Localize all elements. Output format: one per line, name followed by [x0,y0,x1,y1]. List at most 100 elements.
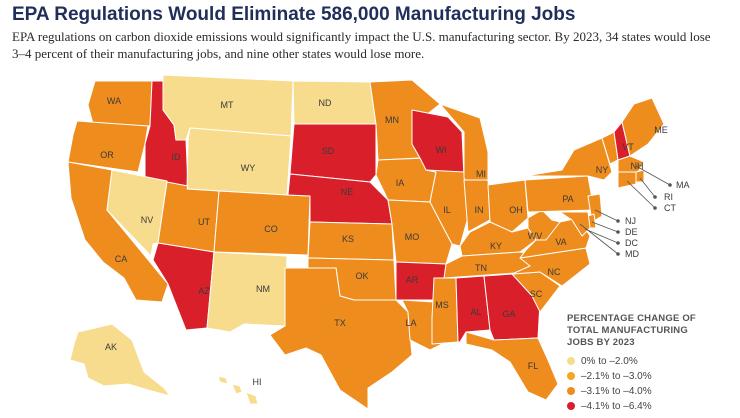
legend-title: PERCENTAGE CHANGE OF TOTAL MANUFACTURING… [567,313,737,349]
leader-dot-ma [668,183,672,187]
state-label-or: OR [100,150,114,160]
state-label-wv: WV [528,231,543,241]
state-sd [289,123,377,183]
state-label-ut: UT [198,217,210,227]
state-label-ri: RI [664,192,673,202]
state-label-ms: MS [435,300,449,310]
state-label-ky: KY [490,241,502,251]
state-label-ne: NE [341,187,354,197]
state-label-tn: TN [475,263,487,273]
state-or [67,120,149,173]
state-ms [431,277,459,345]
legend-item: 0% to –2.0% [567,354,737,368]
state-ma [617,155,645,173]
state-tx [269,267,413,410]
state-label-nc: NC [548,267,561,277]
state-label-mo: MO [405,232,420,242]
state-label-fl: FL [528,361,539,371]
map-subtitle: EPA regulations on carbon dioxide emissi… [12,29,711,61]
state-label-nh: NH [631,161,644,171]
state-md [559,211,591,237]
legend-item: –2.1% to –3.0% [567,369,737,383]
state-fl [465,331,559,401]
legend-swatch-c4 [567,402,575,410]
state-label-me: ME [654,125,668,135]
state-label-mn: MN [385,115,399,125]
state-label-nv: NV [141,215,154,225]
state-label-az: AZ [198,286,210,296]
state-label-la: LA [405,318,416,328]
state-mt [162,74,294,141]
leader-line-de [591,221,619,233]
leader-dot-ct [653,206,657,210]
state-label-ct: CT [664,203,676,213]
state-label-in: IN [475,205,484,215]
state-label-hi: HI [253,377,262,387]
legend-swatch-c3 [567,387,575,395]
state-label-md: MD [625,249,639,259]
state-label-oh: OH [509,205,523,215]
state-label-al: AL [470,307,481,317]
state-label-ar: AR [406,275,419,285]
legend: PERCENTAGE CHANGE OF TOTAL MANUFACTURING… [567,313,737,413]
state-label-pa: PA [562,194,573,204]
state-label-wy: WY [241,163,256,173]
leader-line-nj [594,209,619,222]
state-label-dc: DC [625,238,638,248]
legend-swatch-c1 [567,357,575,365]
leader-line-ct [626,180,656,209]
legend-item: –3.1% to –4.0% [567,384,737,398]
state-label-ak: AK [105,342,117,352]
leader-line-ri [639,177,656,198]
state-label-ga: GA [502,309,515,319]
leader-dot-de [616,230,620,234]
leader-dot-md [616,252,620,256]
state-label-de: DE [625,227,638,237]
leader-dot-dc [616,241,620,245]
state-ri [635,169,645,183]
state-label-wa: WA [107,96,121,106]
state-label-ca: CA [115,254,128,264]
state-co [213,190,311,256]
state-nc [511,247,591,287]
legend-swatch-c2 [567,372,575,380]
legend-label: 0% to –2.0% [581,355,638,367]
leader-dot-ri [653,195,657,199]
state-label-vt: VT [622,142,634,152]
state-label-sc: SC [530,289,543,299]
legend-item: –4.1% to –6.4% [567,399,737,413]
legend-label: –4.1% to –6.4% [581,400,652,412]
leader-dot-nj [616,219,620,223]
state-label-ma: MA [676,180,690,190]
state-ct [617,171,637,189]
state-label-wi: WI [436,145,447,155]
state-label-va: VA [555,237,566,247]
state-oh [487,179,529,233]
legend-title-line: JOBS BY 2023 [567,337,635,348]
state-label-ok: OK [355,271,368,281]
state-va [519,217,591,259]
state-label-ia: IA [396,178,405,188]
legend-label: –2.1% to –3.0% [581,370,652,382]
legend-title-line: TOTAL MANUFACTURING [567,325,688,336]
state-label-nd: ND [319,98,332,108]
state-nd [292,80,377,125]
legend-label: –3.1% to –4.0% [581,385,652,397]
state-nv [106,169,168,257]
state-wy [186,127,292,196]
state-label-mi: MI [476,169,486,179]
state-pa [524,175,595,213]
state-hi [217,375,259,405]
state-label-co: CO [264,224,278,234]
state-label-id: ID [172,152,182,162]
map-title: EPA Regulations Would Eliminate 586,000 … [12,4,576,25]
leader-line-ma [635,165,671,186]
state-label-tx: TX [334,318,346,328]
state-label-nj: NJ [625,216,636,226]
state-label-ks: KS [342,234,354,244]
state-label-mt: MT [221,100,234,110]
leader-line-md [579,223,619,255]
leader-line-dc [584,228,619,244]
state-label-ny: NY [596,165,609,175]
